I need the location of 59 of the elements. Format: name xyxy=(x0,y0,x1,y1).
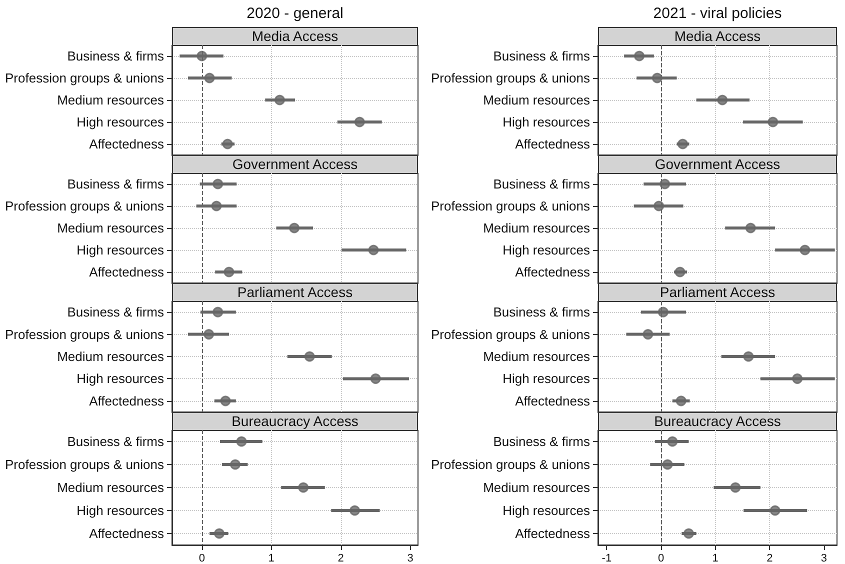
y-tick-label: High resources xyxy=(502,503,590,518)
chart-title: Bureaucracy Access xyxy=(172,412,418,431)
y-tick-label: Affectedness xyxy=(89,526,164,541)
y-tick-label: Profession groups & unions xyxy=(431,198,590,214)
y-tick-label: High resources xyxy=(502,114,590,130)
y-tick-label: Business & firms xyxy=(493,434,590,449)
chart-title: Government Access xyxy=(172,155,418,174)
chart-title: Parliament Access xyxy=(598,283,837,302)
x-tick-label: 0 xyxy=(198,552,205,564)
y-tick-label: Profession groups & unions xyxy=(5,326,164,342)
chart-subtitle: Media Access xyxy=(598,27,837,46)
x-tick-label: 1 xyxy=(712,552,718,564)
y-tick-label: Medium resources xyxy=(57,92,164,108)
x-tick-label: 3 xyxy=(407,552,414,564)
y-tick-label: Business & firms xyxy=(493,304,590,320)
y-tick-label: Medium resources xyxy=(483,349,590,364)
y-tick-label: Business & firms xyxy=(67,304,164,320)
y-tick-label: Medium resources xyxy=(483,480,590,495)
y-tick-label: Affectedness xyxy=(515,393,590,408)
y-tick-label: Business & firms xyxy=(67,176,164,192)
y-tick-label: High resources xyxy=(76,242,164,258)
y-tick-label: Business & firms xyxy=(493,48,590,64)
y-tick-label: High resources xyxy=(502,371,590,386)
y-tick-label: Profession groups & unions xyxy=(5,70,164,86)
chart-title: Bureaucracy Access xyxy=(598,412,837,431)
y-tick-label: Business & firms xyxy=(67,48,164,64)
y-tick-label: Profession groups & unions xyxy=(5,198,164,214)
chart-title: 2020 - general xyxy=(246,4,344,24)
y-tick-label: Affectedness xyxy=(515,526,590,541)
x-tick-label: 1 xyxy=(268,552,274,564)
x-tick-label: 2 xyxy=(766,552,773,564)
chart-title: Parliament Access xyxy=(172,283,418,302)
y-tick-label: Profession groups & unions xyxy=(431,70,590,86)
y-tick-label: Medium resources xyxy=(57,220,164,236)
y-tick-label: Medium resources xyxy=(483,220,590,236)
y-tick-label: Medium resources xyxy=(57,480,164,495)
x-tick-label: -1 xyxy=(602,552,612,564)
x-tick-label: 3 xyxy=(820,552,828,564)
y-tick-label: Profession groups & unions xyxy=(431,326,590,342)
y-tick-label: Medium resources xyxy=(483,92,590,108)
x-tick-label: 2 xyxy=(338,552,344,564)
y-tick-label: Profession groups & unions xyxy=(5,457,164,472)
y-tick-label: Profession groups & unions xyxy=(431,457,590,472)
chart-subtitle: Media Access xyxy=(172,27,418,46)
y-tick-label: Affectedness xyxy=(89,136,164,152)
y-tick-label: High resources xyxy=(502,242,590,258)
chart-title: 2021 - viral policies xyxy=(652,4,783,24)
y-tick-label: Business & firms xyxy=(493,176,590,192)
y-tick-label: Business & firms xyxy=(67,434,164,449)
y-tick-label: High resources xyxy=(76,503,164,518)
x-tick-label: 0 xyxy=(658,552,664,564)
y-tick-label: Affectedness xyxy=(515,264,590,280)
y-tick-label: Affectedness xyxy=(89,264,164,280)
y-tick-label: Affectedness xyxy=(89,393,164,408)
chart-title: Government Access xyxy=(598,155,837,174)
y-tick-label: Medium resources xyxy=(57,349,164,364)
y-tick-label: High resources xyxy=(76,371,164,386)
y-tick-label: Affectedness xyxy=(515,136,590,152)
y-tick-label: High resources xyxy=(76,114,164,130)
